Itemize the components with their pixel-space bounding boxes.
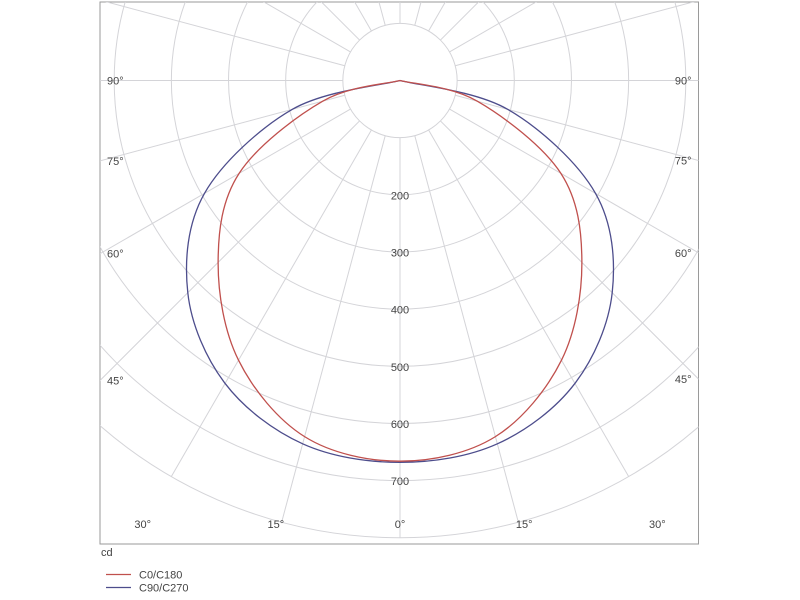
svg-text:75°: 75° [107,156,124,168]
svg-text:60°: 60° [675,248,692,260]
svg-text:400: 400 [391,305,409,317]
svg-text:30°: 30° [134,519,151,531]
svg-text:15°: 15° [516,519,533,531]
svg-text:90°: 90° [107,76,124,88]
svg-text:C90/C270: C90/C270 [139,583,189,595]
svg-text:C0/C180: C0/C180 [139,570,182,582]
svg-text:500: 500 [391,362,409,374]
svg-text:300: 300 [391,247,409,259]
svg-text:45°: 45° [107,376,124,388]
svg-text:700: 700 [391,476,409,488]
svg-text:90°: 90° [675,76,692,88]
svg-text:30°: 30° [649,519,666,531]
svg-text:0°: 0° [395,519,406,531]
svg-text:60°: 60° [107,249,124,261]
svg-text:15°: 15° [267,519,284,531]
svg-text:75°: 75° [675,155,692,167]
svg-text:600: 600 [391,419,409,431]
svg-text:200: 200 [391,190,409,202]
svg-text:cd: cd [101,547,113,559]
svg-text:45°: 45° [675,374,692,386]
